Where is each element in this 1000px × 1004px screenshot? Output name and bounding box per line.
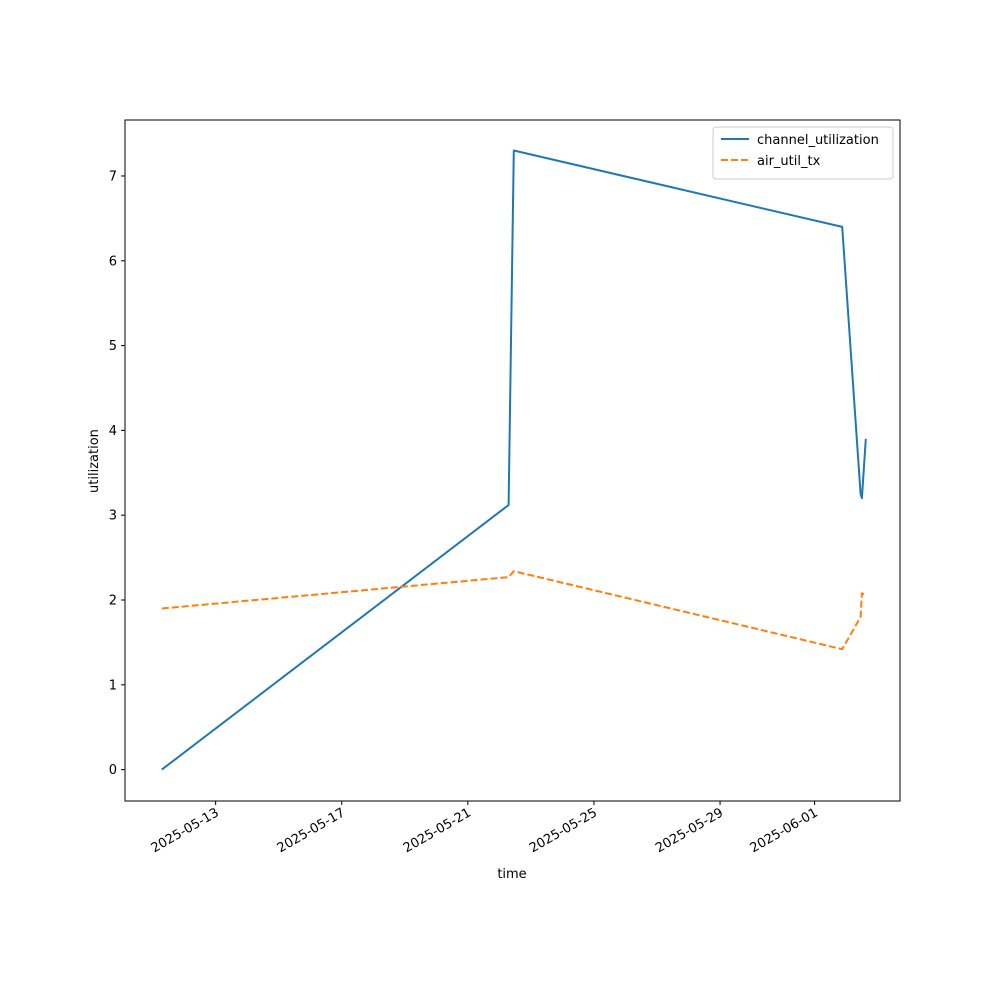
y-tick-label: 3 bbox=[109, 509, 117, 524]
plot-frame bbox=[124, 119, 901, 802]
legend-label: air_util_tx bbox=[757, 154, 821, 169]
legend-label: channel_utilization bbox=[757, 133, 879, 148]
y-tick-label: 2 bbox=[109, 594, 117, 609]
legend-frame bbox=[712, 126, 894, 180]
x-tick-label: 2025-05-25 bbox=[527, 805, 600, 856]
y-tick-label: 4 bbox=[109, 424, 117, 439]
series-line-air-util-tx bbox=[161, 570, 867, 651]
y-tick-label: 0 bbox=[109, 763, 117, 778]
y-tick-label: 7 bbox=[109, 169, 117, 184]
x-axis-label: time bbox=[497, 867, 526, 882]
x-axis: 2025-05-13 2025-05-17 2025-05-21 2025-05-25… bbox=[149, 801, 821, 856]
x-tick-label: 2025-06-01 bbox=[748, 805, 821, 856]
x-tick-label: 2025-05-17 bbox=[275, 805, 348, 856]
series-line-channel-utilization bbox=[161, 149, 867, 771]
series-layer bbox=[161, 149, 867, 771]
x-tick-label: 2025-05-13 bbox=[149, 805, 222, 856]
y-tick-label: 6 bbox=[109, 254, 117, 269]
x-tick-label: 2025-05-29 bbox=[653, 805, 726, 856]
y-tick-label: 1 bbox=[109, 678, 117, 693]
legend: channel_utilization air_util_tx bbox=[712, 126, 894, 180]
y-tick-label: 5 bbox=[109, 339, 117, 354]
y-axis: 0 1 2 3 4 5 6 7 bbox=[109, 169, 125, 778]
x-tick-label: 2025-05-21 bbox=[401, 805, 474, 856]
y-axis-label: utilization bbox=[87, 429, 102, 493]
